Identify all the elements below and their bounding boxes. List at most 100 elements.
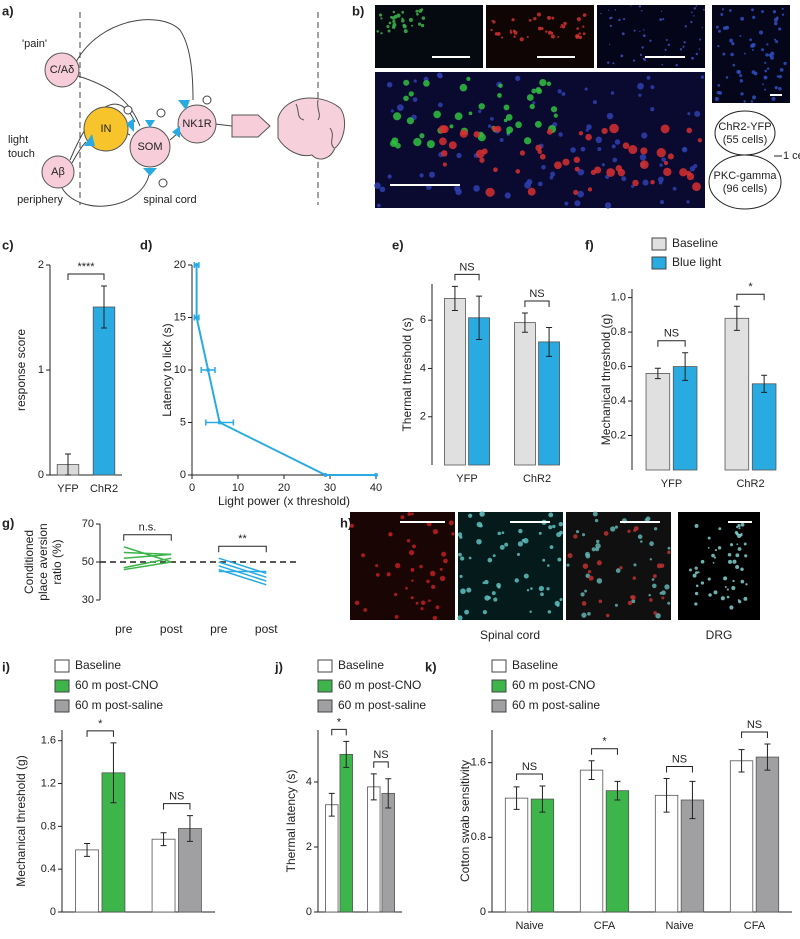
cell xyxy=(712,561,715,564)
significance-bracket xyxy=(591,748,618,755)
cell xyxy=(388,532,393,537)
region-label: periphery xyxy=(17,194,63,206)
y-tick-label: 1.6 xyxy=(41,735,56,747)
cell xyxy=(540,592,544,597)
significance-bracket xyxy=(123,534,172,541)
cell xyxy=(707,536,711,540)
cell xyxy=(751,43,756,48)
cell xyxy=(547,15,552,20)
cell xyxy=(428,599,431,603)
cell xyxy=(737,599,740,602)
cell xyxy=(658,180,663,185)
cell xyxy=(417,22,422,26)
y-tick-label: 4 xyxy=(420,362,426,374)
cell xyxy=(485,187,495,197)
x-tick-label: ChR2 xyxy=(736,478,764,490)
cell xyxy=(413,79,417,83)
cell xyxy=(415,601,419,605)
axon xyxy=(75,19,194,101)
cell xyxy=(659,591,663,595)
cell xyxy=(783,61,787,66)
cell xyxy=(391,16,396,20)
cell xyxy=(715,25,719,29)
cell xyxy=(774,85,778,90)
cell xyxy=(773,21,778,26)
cell xyxy=(464,609,470,615)
cell xyxy=(515,75,521,82)
significance-label: n.s. xyxy=(139,522,157,534)
cell xyxy=(627,600,633,606)
cell xyxy=(761,10,765,13)
legend-label: 60 m post-CNO xyxy=(512,678,595,692)
significance-bracket xyxy=(331,728,347,736)
cell xyxy=(578,131,584,136)
significance-label: NS xyxy=(747,719,762,731)
cell xyxy=(655,613,661,619)
cell xyxy=(729,38,734,43)
cell xyxy=(659,200,665,205)
inhibition-mark xyxy=(156,108,166,118)
legend-label: 60 m post-CNO xyxy=(75,678,158,692)
y-axis-label: Thermal latency (s) xyxy=(284,770,298,873)
cell xyxy=(530,587,533,590)
cell xyxy=(707,546,710,549)
cell xyxy=(354,600,360,606)
y-axis-label: Latency to lick (s) xyxy=(160,323,174,416)
error-bar xyxy=(101,285,107,329)
inhibition-mark xyxy=(202,95,212,105)
cell xyxy=(700,581,705,585)
cell xyxy=(479,512,483,516)
significance-label: NS xyxy=(373,749,388,761)
cell xyxy=(573,156,581,163)
significance-label: NS xyxy=(522,761,537,773)
cell xyxy=(595,543,601,549)
cell xyxy=(457,532,463,537)
data-point xyxy=(194,263,199,267)
cell xyxy=(637,534,643,539)
x-tick-label: YFP xyxy=(456,473,477,485)
cell xyxy=(737,523,741,528)
cell xyxy=(650,85,655,90)
cell xyxy=(443,558,448,564)
cell xyxy=(497,531,502,536)
significance-label: * xyxy=(602,736,607,748)
node-label: C/Aδ xyxy=(50,64,74,76)
cell xyxy=(396,13,401,18)
cell xyxy=(575,530,580,534)
y-tick-label: 10 xyxy=(174,364,186,376)
cell xyxy=(536,88,543,95)
cell xyxy=(529,103,535,110)
cell xyxy=(618,18,621,22)
cell xyxy=(415,9,419,13)
cell xyxy=(643,58,646,61)
error-bar xyxy=(343,740,350,768)
significance-label: NS xyxy=(169,791,184,803)
cell xyxy=(459,574,463,578)
cell xyxy=(691,56,694,60)
cell xyxy=(549,545,554,549)
cell xyxy=(694,591,699,596)
cell xyxy=(420,23,425,28)
cell xyxy=(397,104,404,112)
data-point xyxy=(206,368,211,372)
cell xyxy=(640,147,648,155)
legend-label: Baseline xyxy=(75,658,121,672)
cell xyxy=(743,100,746,103)
subject-line xyxy=(218,561,267,578)
cell xyxy=(547,610,552,614)
cell xyxy=(423,80,430,87)
cell xyxy=(392,22,397,27)
cell xyxy=(534,120,542,128)
cell xyxy=(693,15,695,17)
micrograph xyxy=(458,512,563,620)
cell xyxy=(740,567,744,571)
cell xyxy=(548,525,553,530)
cell xyxy=(713,556,717,559)
bar xyxy=(538,341,560,466)
cell xyxy=(570,147,576,153)
legend-swatch xyxy=(54,659,70,673)
cell xyxy=(416,12,419,16)
cell xyxy=(660,10,663,12)
cell xyxy=(401,19,405,23)
cell xyxy=(496,582,501,588)
